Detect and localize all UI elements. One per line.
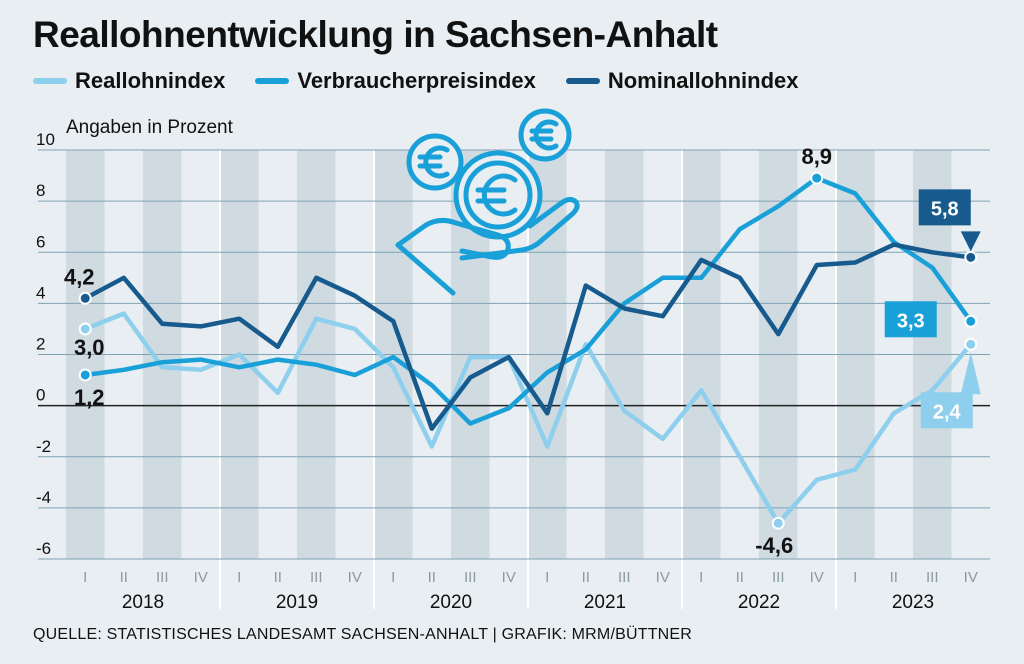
x-tick-quarter: II [428, 569, 436, 586]
legend-item-nominal: Nominallohnindex [565, 68, 799, 94]
x-tick-quarter: I [545, 569, 549, 586]
x-tick-quarter: III [464, 569, 477, 586]
data-point-marker [810, 171, 824, 185]
legend-swatch-nominal [565, 78, 600, 84]
data-label: 1,2 [74, 385, 105, 410]
data-label: 8,9 [801, 144, 832, 169]
legend-item-verbraucher: Verbraucherpreisindex [255, 68, 536, 94]
x-tick-quarter: II [582, 569, 590, 586]
label-box [918, 189, 971, 226]
x-tick-quarter: IV [348, 569, 362, 586]
data-point-marker [964, 337, 978, 351]
x-tick-year: 2022 [738, 592, 780, 613]
label-pointer [960, 352, 981, 395]
data-point-marker [964, 314, 978, 328]
y-tick-label: 2 [36, 335, 45, 354]
data-label: 5,8 [931, 198, 959, 220]
data-point-marker [78, 322, 92, 336]
x-tick-quarter: II [274, 569, 282, 586]
y-axis-label: Angaben in Prozent [66, 117, 233, 138]
series-line-verbraucher [83, 175, 974, 426]
x-tick-quarter: III [772, 569, 785, 586]
euro-hand-icon [395, 108, 580, 296]
x-tick-quarter: II [736, 569, 744, 586]
y-tick-label: 0 [36, 386, 45, 405]
series-lines [83, 175, 974, 526]
y-tick-labels: 10 8 6 4 2 0 -2 -4 -6 [36, 130, 55, 558]
x-tick-quarter: II [890, 569, 898, 586]
x-tick-year: 2023 [892, 592, 934, 613]
data-point-marker [964, 250, 978, 264]
chart-title: Reallohnentwicklung in Sachsen-Anhalt [33, 14, 718, 55]
label-pointer [960, 231, 981, 252]
x-tick-quarter: I [83, 569, 87, 586]
y-tick-label: -4 [36, 488, 51, 507]
data-point-marker [771, 516, 785, 530]
data-label: 3,0 [74, 335, 105, 360]
x-tick-quarter: III [156, 569, 169, 586]
legend-swatch-reallohn [33, 78, 67, 84]
series-line-reallohn [83, 311, 974, 526]
data-label: 2,4 [933, 401, 962, 423]
x-tick-quarter: IV [194, 569, 208, 586]
x-tick-quarter: I [699, 569, 703, 586]
x-tick-year: 2021 [584, 592, 626, 613]
legend-label-verbraucher: Verbraucherpreisindex [297, 68, 536, 93]
legend-label-nominal: Nominallohnindex [607, 68, 799, 93]
x-tick-quarter: IV [964, 569, 978, 586]
x-tick-quarter: III [926, 569, 939, 586]
x-tick-quarter: IV [502, 569, 516, 586]
y-tick-label: 6 [36, 232, 45, 251]
legend-swatch-verbraucher [255, 78, 290, 84]
x-tick-quarter: III [618, 569, 631, 586]
label-box [884, 301, 937, 338]
y-tick-label: -2 [36, 437, 51, 456]
legend: Reallohnindex Verbraucherpreisindex Nomi… [33, 68, 799, 94]
x-tick-year: 2019 [276, 592, 318, 613]
legend-item-reallohn: Reallohnindex [33, 68, 225, 94]
y-tick-label: 4 [36, 283, 45, 302]
x-tick-quarter: IV [656, 569, 670, 586]
y-tick-label: 10 [36, 130, 55, 149]
legend-label-reallohn: Reallohnindex [75, 68, 226, 93]
data-label: 3,3 [897, 310, 925, 332]
label-box [920, 392, 973, 429]
quarter-bands [66, 150, 952, 609]
x-tick-labels: I II III IV I II III IV I II III IV I II III IV I II III IV… [83, 569, 978, 613]
data-point-marker [78, 291, 92, 305]
data-labels: 4,2 3,0 1,2 8,9 -4,6 5,8 3,3 2,4 [64, 144, 981, 558]
data-label: 4,2 [64, 264, 95, 289]
x-tick-quarter: IV [810, 569, 824, 586]
series-line-nominal [83, 242, 974, 431]
x-tick-year: 2018 [122, 592, 164, 613]
y-tick-label: -6 [36, 539, 51, 558]
data-point-marker [78, 368, 92, 382]
x-tick-quarter: II [120, 569, 128, 586]
data-label: -4,6 [755, 533, 793, 558]
x-tick-quarter: I [237, 569, 241, 586]
x-tick-quarter: I [391, 569, 395, 586]
source-note: QUELLE: STATISTISCHES LANDESAMT SACHSEN-… [33, 626, 693, 643]
x-tick-year: 2020 [430, 592, 472, 613]
x-tick-quarter: I [853, 569, 857, 586]
x-tick-quarter: III [310, 569, 323, 586]
y-tick-label: 8 [36, 181, 45, 200]
